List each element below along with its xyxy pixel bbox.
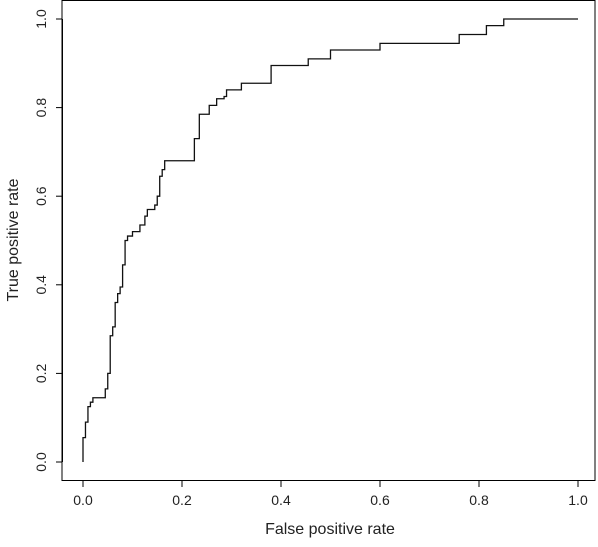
y-tick-label: 0.2 [33, 363, 49, 383]
x-tick-label: 0.4 [271, 492, 291, 508]
x-axis-title: False positive rate [265, 521, 395, 538]
series-layer [82, 18, 578, 462]
y-tick-label: 1.0 [33, 9, 49, 29]
x-tick-label: 0.8 [469, 492, 489, 508]
y-tick-label: 0.0 [33, 452, 49, 472]
x-tick-label: 0.0 [73, 492, 93, 508]
roc-curve-line [82, 18, 578, 462]
plot-box [61, 0, 596, 481]
y-tick-label: 0.4 [33, 275, 49, 295]
y-axis: 0.0 0.2 0.4 0.6 0.8 1.0 [33, 9, 63, 472]
x-tick-label: 1.0 [568, 492, 588, 508]
x-axis: 0.0 0.2 0.4 0.6 0.8 1.0 [73, 480, 588, 508]
y-tick-label: 0.6 [33, 186, 49, 206]
y-axis-title: True positive rate [5, 178, 22, 301]
y-tick-label: 0.8 [33, 98, 49, 118]
x-tick-label: 0.2 [172, 492, 192, 508]
x-tick-label: 0.6 [370, 492, 390, 508]
